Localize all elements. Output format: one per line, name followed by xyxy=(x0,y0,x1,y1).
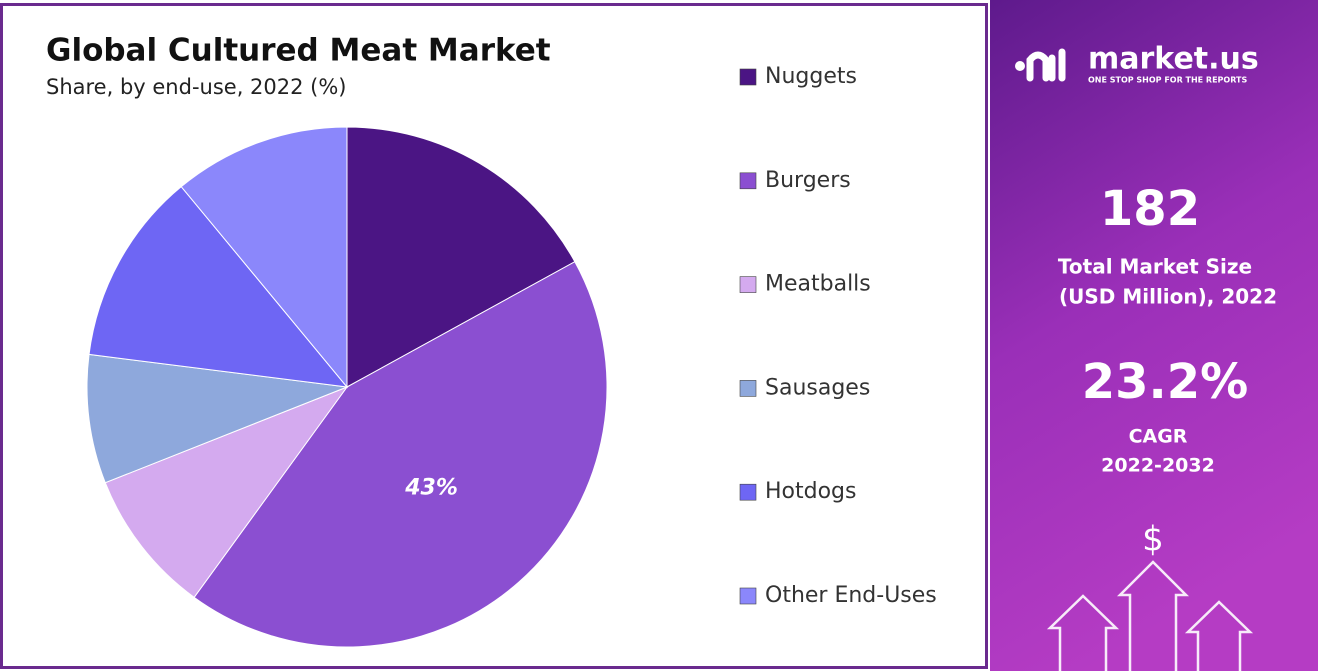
logo xyxy=(1026,48,1066,82)
legend-swatch xyxy=(739,483,757,501)
legend-swatch xyxy=(739,587,757,605)
market-size-label: Total Market Size xyxy=(1058,255,1252,279)
brand-tagline: ONE STOP SHOP FOR THE REPORTS xyxy=(1088,76,1247,85)
brand: market.us ONE STOP SHOP FOR THE REPORTS xyxy=(1015,42,1259,85)
logo-dot xyxy=(1015,61,1025,71)
legend-label: Meatballs xyxy=(765,272,871,297)
pie-slice xyxy=(180,126,348,389)
legend-label: Other End-Uses xyxy=(765,583,937,608)
pie-slice xyxy=(104,385,349,599)
brand-name: market.us xyxy=(1088,42,1259,77)
arrows xyxy=(1046,560,1254,671)
chart-title: Global Cultured Meat Market xyxy=(46,33,551,69)
legend-swatch xyxy=(739,276,757,293)
pie-slice xyxy=(86,353,348,484)
market-size: 182 xyxy=(1100,181,1200,237)
data-label: 43% xyxy=(404,475,458,500)
side-panel xyxy=(990,0,1318,671)
icon: $ xyxy=(1142,520,1164,560)
market-size-label: (USD Million), 2022 xyxy=(1059,285,1277,309)
cagr-label: 2022-2032 xyxy=(1101,455,1215,477)
pie-slice xyxy=(193,261,608,648)
stats: 182 Total Market Size (USD Million), 202… xyxy=(1058,181,1277,560)
legend-label: Burgers xyxy=(765,168,851,193)
legend-label: Hotdogs xyxy=(765,479,856,504)
cagr-label: CAGR xyxy=(1129,426,1188,448)
pie-slice xyxy=(346,126,576,388)
pie: 43% xyxy=(86,126,608,648)
legend-label: Nuggets xyxy=(765,64,857,89)
legend: Nuggets Burgers Meatballs Sausages Hotdogs Ot… xyxy=(739,64,937,608)
legend-label: Sausages xyxy=(765,375,870,400)
pie-slice xyxy=(88,185,349,388)
legend-swatch xyxy=(739,68,757,86)
cagr: 23.2% xyxy=(1082,354,1249,410)
legend-swatch xyxy=(739,380,757,397)
legend-swatch xyxy=(739,172,757,190)
chart-subtitle: Share, by end-use, 2022 (%) xyxy=(46,75,347,99)
